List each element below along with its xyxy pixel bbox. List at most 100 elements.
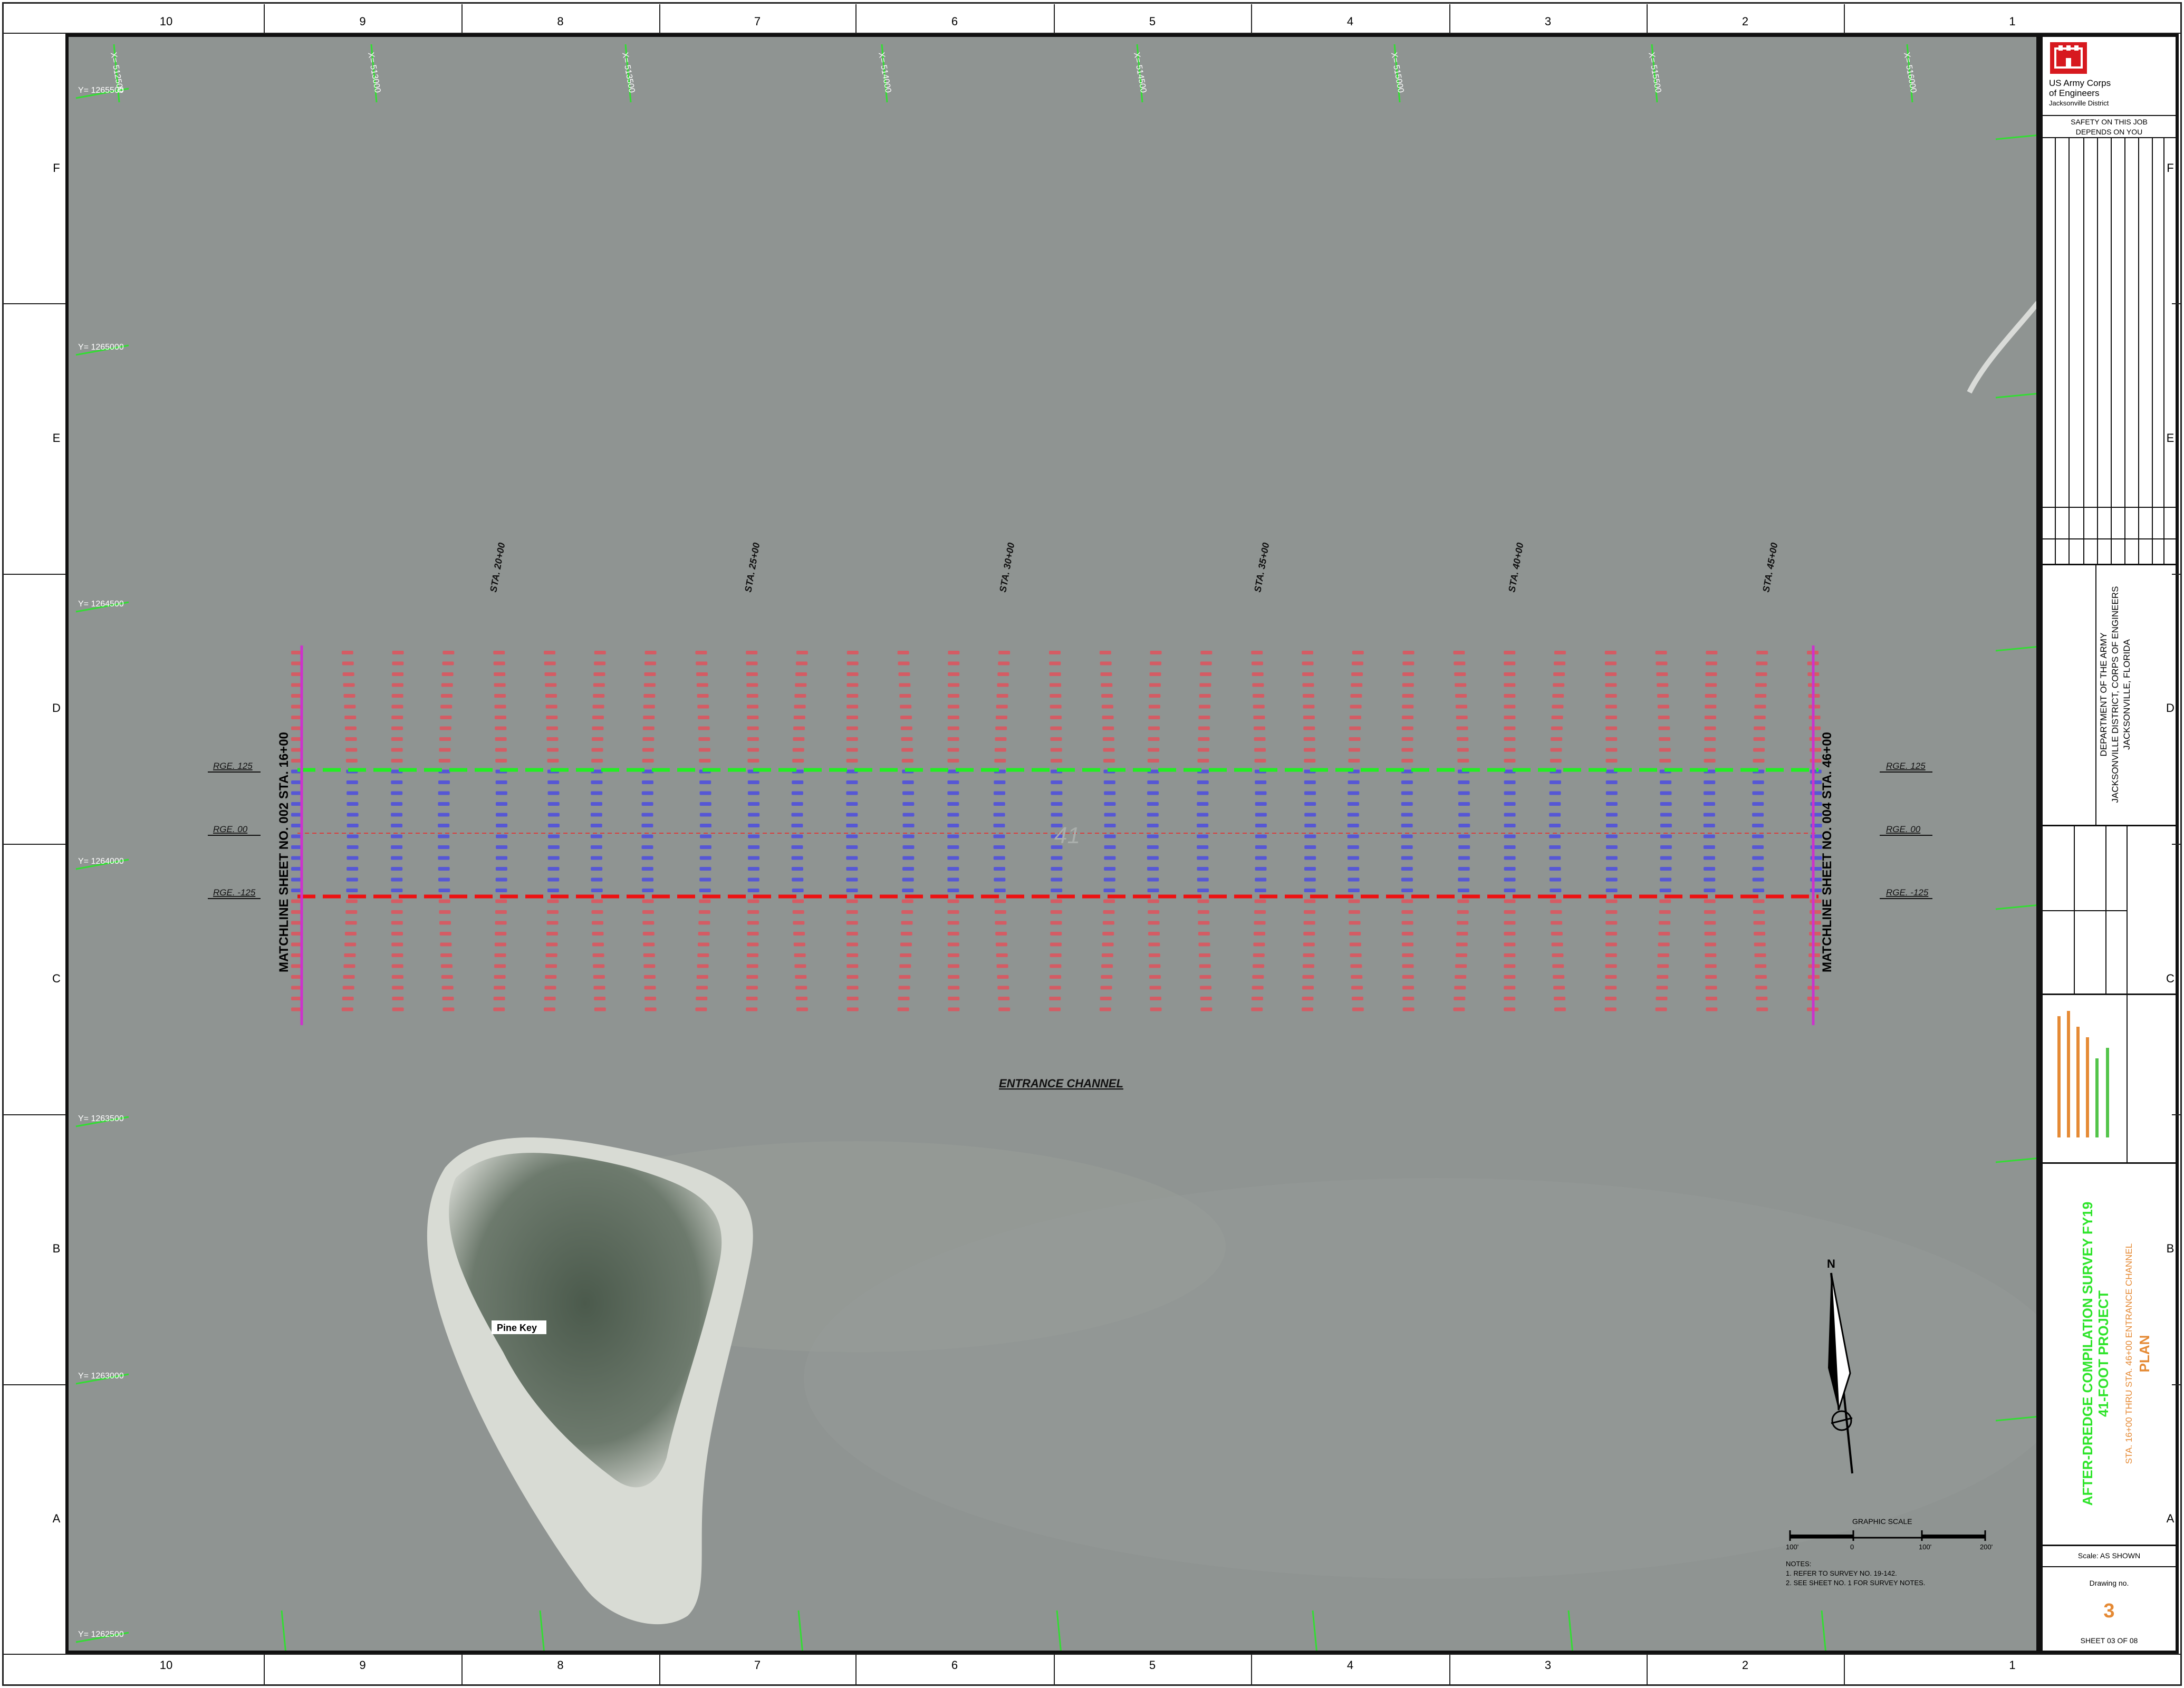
sounding-mark <box>1197 910 1209 914</box>
sounding-mark <box>1458 867 1470 871</box>
sounding-mark <box>1050 705 1062 709</box>
sounding-mark <box>1605 834 1618 838</box>
sounding-mark <box>846 889 858 892</box>
sounding-mark <box>1703 834 1715 838</box>
y-coordinate-tick <box>75 859 129 870</box>
sounding-mark <box>792 889 804 892</box>
sounding-mark <box>1458 834 1470 838</box>
sounding-mark <box>1554 651 1566 654</box>
department-line-1: DEPARTMENT OF THE ARMY <box>2099 632 2109 757</box>
sounding-mark <box>1504 834 1516 838</box>
sounding-mark <box>439 726 451 730</box>
sounding-mark <box>1051 889 1063 892</box>
aerial-map: Y= 1265500 Y= 1265000 Y= 1264500 Y= 1264000… <box>65 34 2039 1654</box>
grid-row-right-A: A <box>2166 1511 2175 1525</box>
sounding-mark <box>1348 889 1360 892</box>
file-reference-box <box>2043 995 2176 1164</box>
sounding-mark <box>1148 953 1160 957</box>
sounding-mark <box>898 661 910 665</box>
sounding-mark <box>901 899 913 903</box>
sounding-mark <box>392 1007 404 1011</box>
sounding-mark <box>1100 661 1112 665</box>
sounding-mark <box>900 726 912 730</box>
sounding-mark <box>439 748 451 752</box>
sounding-mark <box>591 769 603 774</box>
sounding-mark <box>291 889 303 892</box>
sounding-mark <box>494 986 506 990</box>
sounding-mark <box>1402 964 1414 968</box>
sounding-mark <box>1199 964 1211 968</box>
sounding-mark <box>747 780 759 784</box>
sounding-mark <box>495 726 507 730</box>
north-label: N <box>1827 1257 1835 1270</box>
sounding-mark <box>547 856 560 860</box>
sounding-mark <box>1752 877 1764 882</box>
sounding-mark <box>901 759 913 763</box>
sounding-mark <box>391 834 403 838</box>
sounding-mark <box>1304 889 1316 892</box>
x-coordinate-tick <box>797 1610 803 1651</box>
sounding-mark <box>1456 932 1468 935</box>
sounding-mark <box>1050 932 1062 935</box>
sounding-mark <box>496 802 508 806</box>
sounding-mark <box>1304 834 1316 838</box>
sounding-mark <box>947 716 959 719</box>
sounding-mark <box>1553 975 1565 979</box>
sounding-mark <box>746 975 758 979</box>
sounding-mark <box>947 813 959 817</box>
sounding-mark <box>1753 748 1765 752</box>
sounding-mark <box>496 856 508 860</box>
sounding-mark <box>1704 910 1716 914</box>
channel-depth-label: 41 <box>1054 823 1080 848</box>
sounding-mark <box>696 672 708 676</box>
grid-col-tick-top <box>1449 4 1450 34</box>
sounding-mark <box>747 932 759 935</box>
grid-row-tick-left <box>2 1114 65 1115</box>
sounding-mark <box>748 813 760 817</box>
sounding-mark <box>1148 921 1160 925</box>
sounding-mark <box>643 683 656 687</box>
sounding-mark <box>1752 867 1764 871</box>
sounding-mark <box>995 942 1007 947</box>
sounding-mark <box>748 802 760 806</box>
sounding-mark <box>291 824 303 827</box>
sounding-mark <box>1401 780 1413 784</box>
sounding-mark <box>1349 942 1361 947</box>
sounding-mark <box>545 953 557 957</box>
sounding-mark <box>1401 813 1413 817</box>
sounding-mark <box>1457 759 1469 763</box>
sounding-mark <box>643 975 656 979</box>
sounding-mark <box>1753 899 1765 903</box>
sounding-mark <box>1051 834 1063 838</box>
sounding-mark <box>643 705 655 709</box>
sounding-mark <box>1660 824 1672 827</box>
sounding-mark <box>1304 759 1316 763</box>
grid-col-tick-top <box>1647 4 1648 34</box>
sounding-mark <box>1304 780 1316 784</box>
sounding-mark <box>748 824 760 827</box>
sounding-mark <box>1254 889 1266 892</box>
sounding-mark <box>697 964 709 968</box>
sounding-mark <box>1101 964 1113 968</box>
sounding-mark <box>902 780 914 784</box>
sounding-mark <box>1049 1007 1061 1011</box>
sounding-mark <box>1549 867 1561 871</box>
sounding-mark <box>1401 856 1413 860</box>
sounding-mark <box>699 899 711 903</box>
sounding-mark <box>792 877 804 882</box>
sounding-mark <box>1504 661 1516 665</box>
sounding-mark <box>1402 997 1415 1000</box>
sounding-mark <box>1103 759 1115 763</box>
sounding-mark <box>1197 802 1209 806</box>
sounding-mark <box>1605 932 1618 935</box>
sounding-mark <box>791 856 803 860</box>
sounding-mark <box>546 942 558 947</box>
sounding-mark <box>1605 997 1617 1000</box>
sounding-mark <box>438 813 450 817</box>
grid-col-top-1: 1 <box>2009 15 2016 28</box>
grid-row-left-C: C <box>52 971 61 985</box>
sounding-mark <box>1197 791 1209 795</box>
sounding-mark <box>947 964 959 968</box>
sounding-mark <box>746 694 758 698</box>
sounding-mark <box>1197 834 1209 838</box>
